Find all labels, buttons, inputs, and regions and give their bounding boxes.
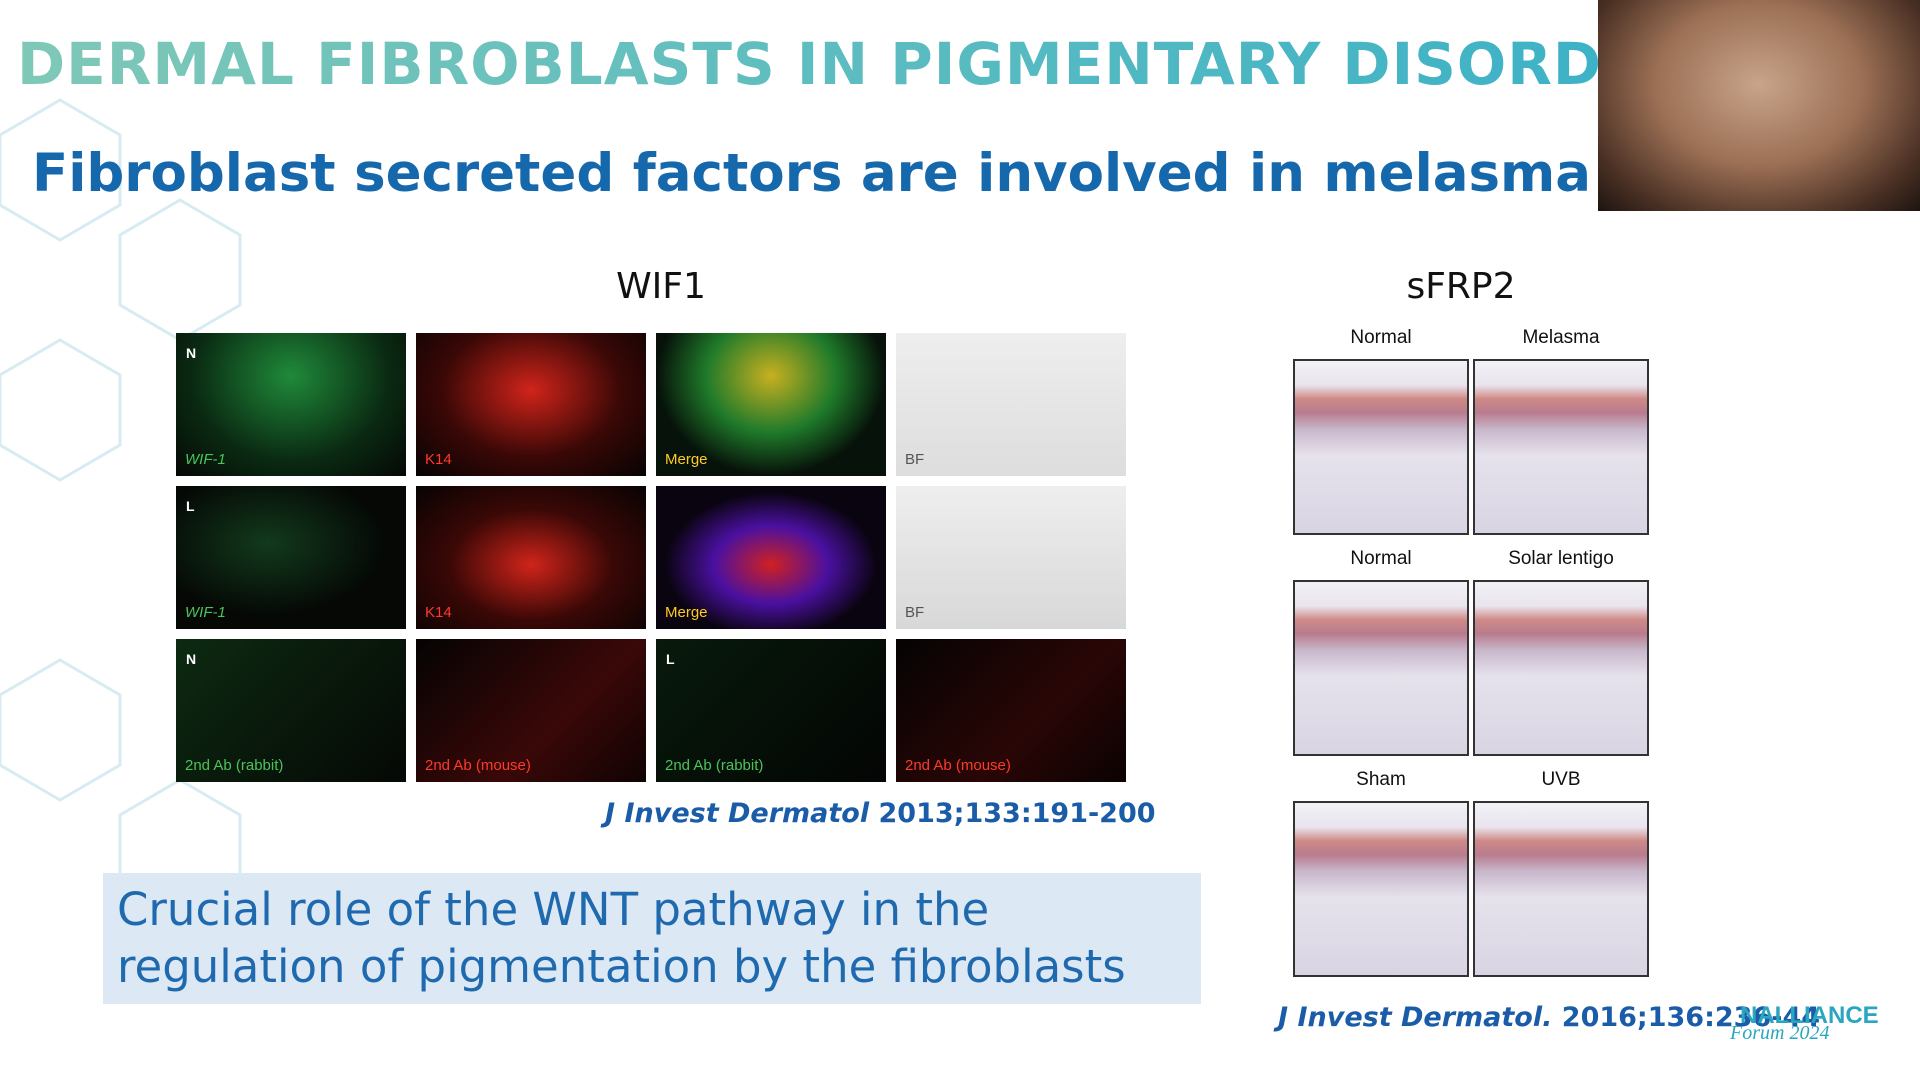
image-panel: Merge [656, 486, 886, 629]
panel-letter: L [186, 498, 195, 514]
panel-caption: BF [905, 451, 925, 468]
ihc-image [1293, 801, 1469, 977]
image-label: Melasma [1522, 327, 1600, 348]
image-panel: K14 [416, 333, 646, 476]
panel-caption: 2nd Ab (rabbit) [665, 757, 764, 774]
ihc-image [1293, 359, 1469, 535]
reference: 2016;136:236-44 [1561, 1002, 1821, 1033]
ihc-image [1473, 801, 1649, 977]
image-panel: N WIF-1 [176, 333, 406, 476]
panel-letter: N [186, 345, 197, 361]
logo: NALLIANCE [1740, 1002, 1879, 1029]
wif1-figure: N WIF-1 K14 Merge BF L WIF-1 K14 Merge BF N 2nd Ab … [176, 333, 1126, 785]
panel-caption: K14 [425, 604, 452, 621]
callout-line: Crucial role of the WNT pathway in the [117, 883, 990, 936]
panel-letter: L [666, 651, 675, 667]
panel-caption: 2nd Ab (mouse) [905, 757, 1011, 774]
logo-sub: Forum 2024 [1730, 1022, 1830, 1044]
image-panel: L WIF-1 [176, 486, 406, 629]
image-label: Normal [1350, 327, 1412, 348]
figure-label: sFRP2 [1406, 266, 1516, 307]
ihc-image [1293, 580, 1469, 756]
figure-label: WIF1 [616, 266, 706, 307]
image-panel: BF [896, 333, 1126, 476]
image-label: Sham [1356, 769, 1406, 790]
panel-letter: N [186, 651, 197, 667]
panel-caption: K14 [425, 451, 452, 468]
slide-title: DERMAL FIBROBLASTS IN PIGMENTARY DISORDE… [17, 30, 1732, 98]
citation: J Invest Dermatol. 2016;136:236-44 [1278, 1002, 1820, 1033]
journal: J Invest Dermatol [605, 798, 870, 829]
callout: Crucial role of the WNT pathway in the re… [103, 873, 1201, 1004]
image-panel: Merge [656, 333, 886, 476]
image-panel: 2nd Ab (mouse) [416, 639, 646, 782]
image-panel: 2nd Ab (mouse) [896, 639, 1126, 782]
panel-caption: Merge [665, 604, 708, 621]
image-label: Solar lentigo [1508, 548, 1614, 569]
image-label: UVB [1541, 769, 1581, 790]
panel-caption: WIF-1 [185, 604, 226, 621]
panel-caption: BF [905, 604, 925, 621]
image-panel: L 2nd Ab (rabbit) [656, 639, 886, 782]
journal: J Invest Dermatol. [1278, 1002, 1553, 1033]
panel-caption: WIF-1 [185, 451, 226, 468]
panel-caption: 2nd Ab (rabbit) [185, 757, 284, 774]
panel-caption: Merge [665, 451, 708, 468]
photo [1598, 0, 1920, 211]
image-panel: K14 [416, 486, 646, 629]
callout-line: regulation of pigmentation by the fibrob… [117, 940, 1126, 993]
slide-subtitle: Fibroblast secreted factors are involved… [32, 143, 1592, 204]
ihc-image [1473, 359, 1649, 535]
panel-caption: 2nd Ab (mouse) [425, 757, 531, 774]
reference: 2013;133:191-200 [878, 798, 1156, 829]
citation: J Invest Dermatol 2013;133:191-200 [605, 798, 1156, 829]
image-panel: BF [896, 486, 1126, 629]
image-label: Normal [1350, 548, 1412, 569]
image-panel: N 2nd Ab (rabbit) [176, 639, 406, 782]
ihc-image [1473, 580, 1649, 756]
